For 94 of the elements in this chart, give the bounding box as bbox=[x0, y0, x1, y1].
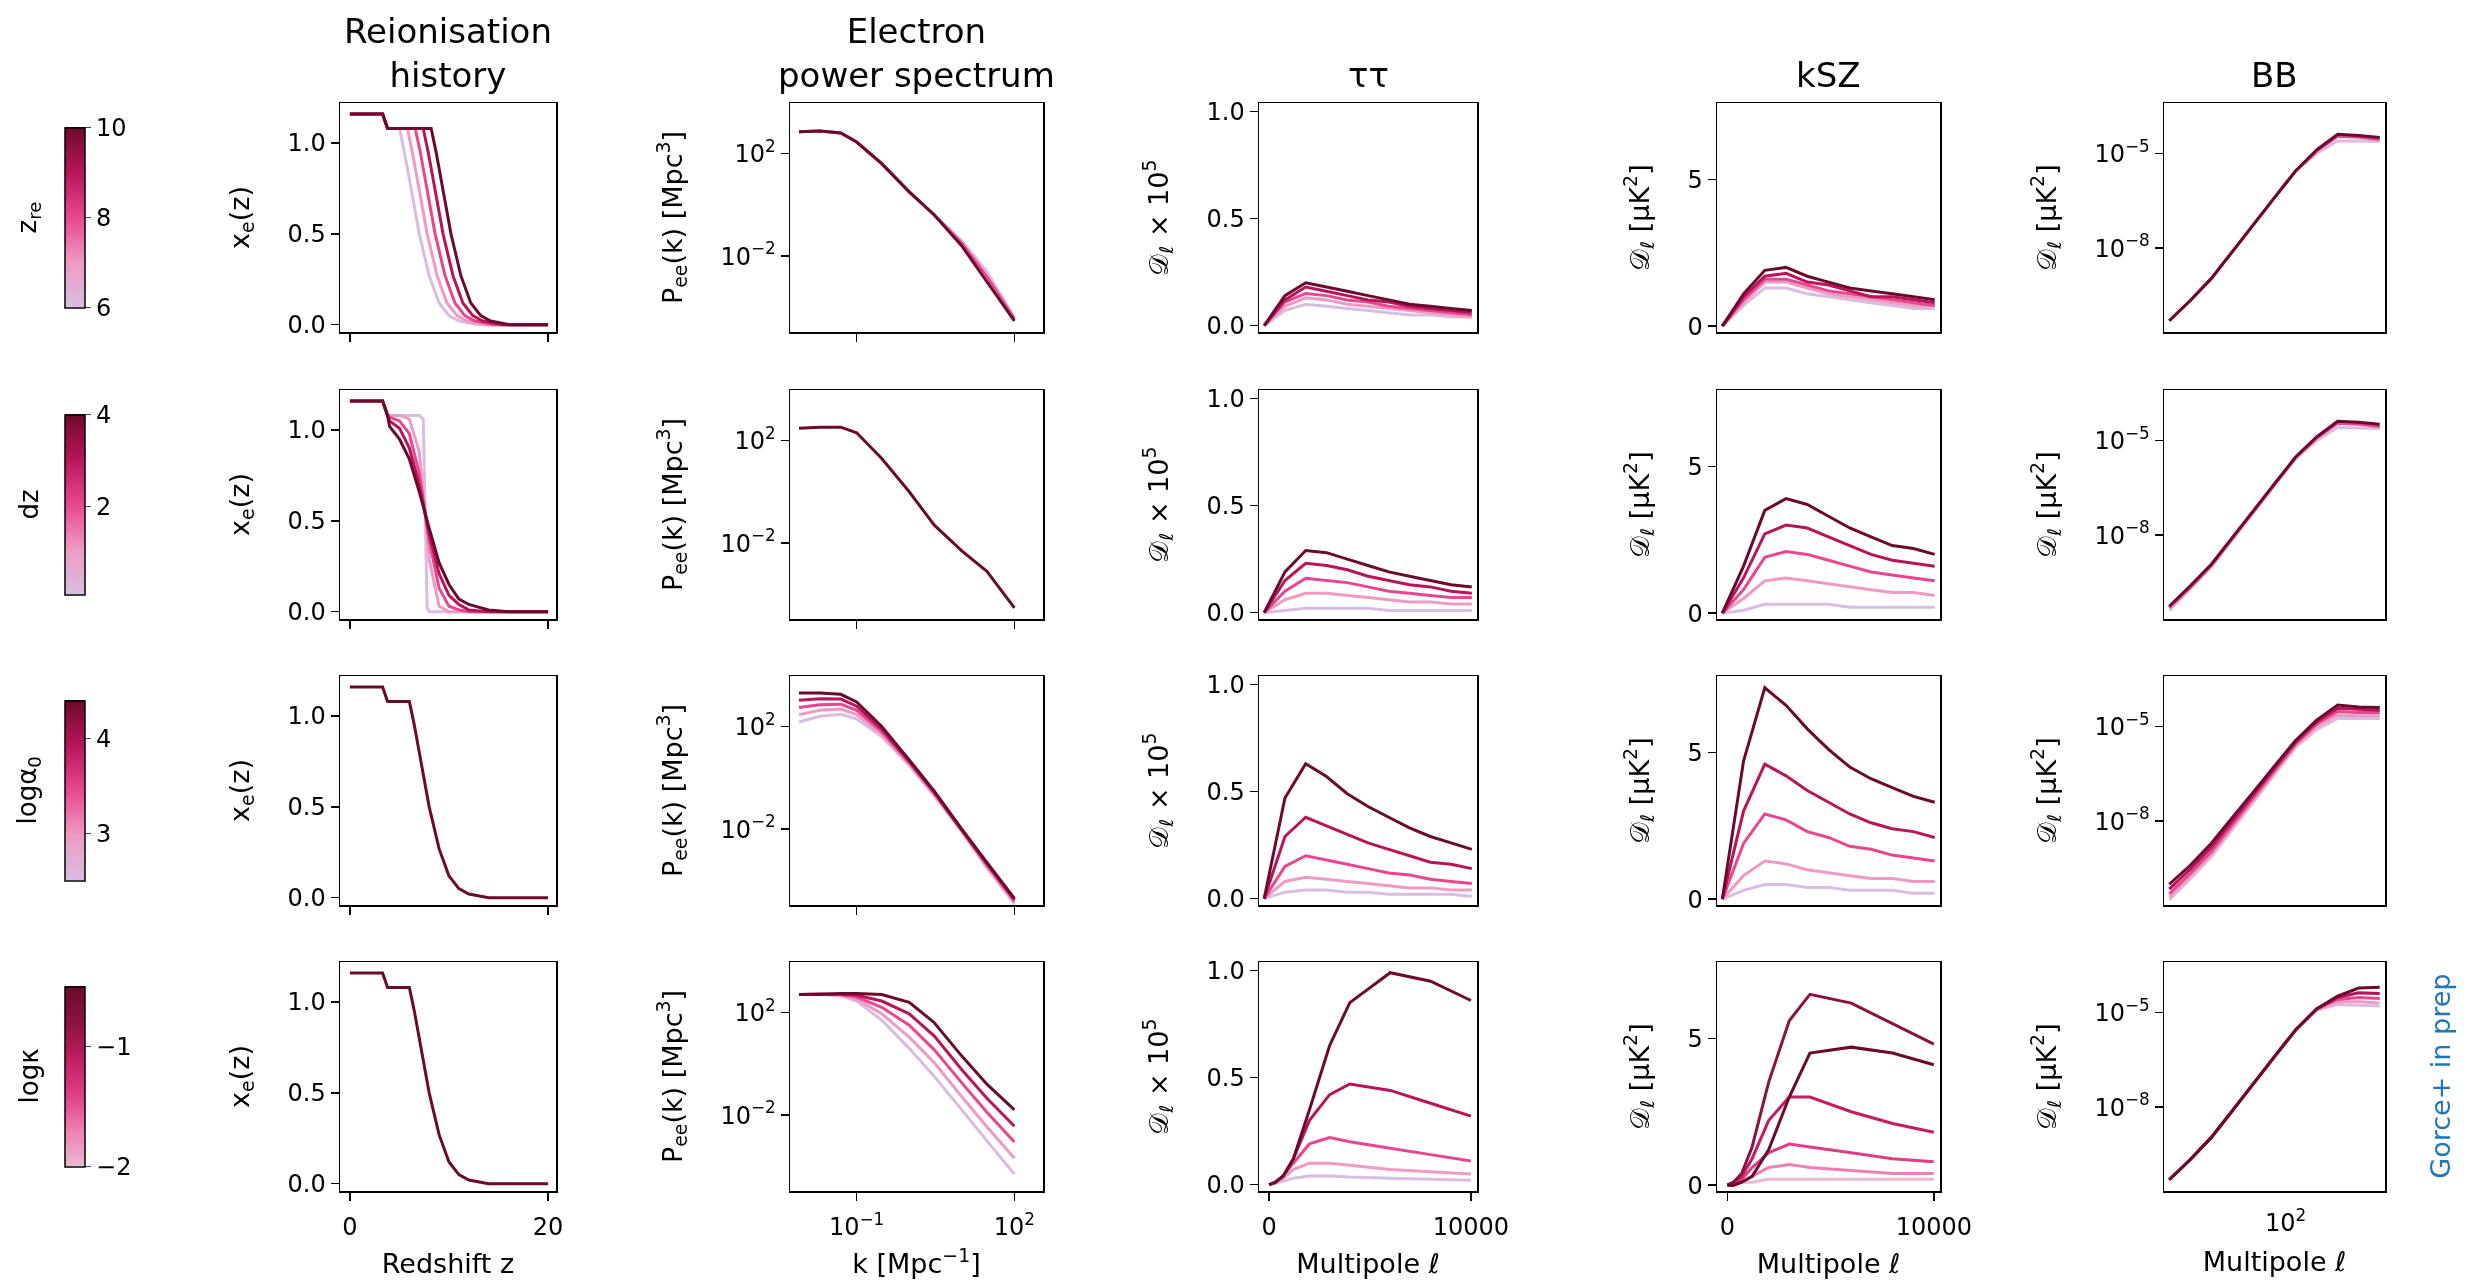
y-tick-label: 10$^{−8}$ bbox=[2094, 230, 2150, 263]
y-tick-label: 0.0 bbox=[287, 598, 326, 627]
y-tick-label: 5 bbox=[1687, 738, 1703, 767]
color-bar-label: −1 bbox=[96, 1032, 132, 1061]
y-tick-label: 10$^{2}$ bbox=[734, 708, 776, 741]
y-tick-label: 0.0 bbox=[287, 884, 326, 913]
y-tick-label: 10$^{−2}$ bbox=[720, 811, 776, 844]
chart-title: Reionisation history bbox=[344, 11, 552, 96]
y-tick-label: 10$^{2}$ bbox=[734, 994, 776, 1027]
chart-title: Electron power spectrum bbox=[778, 11, 1055, 96]
text: Gorce+ in prep bbox=[2424, 973, 2456, 1179]
line-series bbox=[348, 971, 550, 1186]
chart-title: kSZ bbox=[1796, 55, 1861, 95]
line-series bbox=[1720, 602, 1937, 615]
x-tick-label: 10000 bbox=[1895, 1213, 1972, 1242]
line-series bbox=[1262, 549, 1474, 615]
color-bar-label: 6 bbox=[96, 293, 112, 322]
line-series bbox=[1725, 992, 1936, 1187]
y-tick-label: 0.0 bbox=[287, 1170, 326, 1199]
y-tick-label: 10$^{−8}$ bbox=[2094, 517, 2150, 550]
x-axis-title: Multipole ℓ bbox=[1296, 1248, 1440, 1280]
line-series bbox=[1267, 971, 1473, 1187]
y-tick-label: 0 bbox=[1687, 885, 1703, 914]
y-tick-label: 10$^{−5}$ bbox=[2094, 135, 2150, 168]
y-tick-label: 0.0 bbox=[1206, 311, 1245, 340]
line-series bbox=[1720, 497, 1937, 615]
y-tick-label: 1.0 bbox=[1206, 97, 1245, 126]
y-tick-label: 10$^{−2}$ bbox=[720, 525, 776, 558]
x-tick-label: 0 bbox=[1261, 1213, 1277, 1242]
line-series bbox=[1720, 686, 1937, 901]
chart-title: ττ bbox=[1348, 55, 1389, 95]
line-series bbox=[1262, 591, 1474, 615]
x-tick-label: 20 bbox=[532, 1213, 564, 1242]
color-bar-label: 4 bbox=[96, 724, 112, 753]
y-tick-label: 5 bbox=[1687, 1024, 1703, 1053]
y-tick-label: 10$^{−5}$ bbox=[2094, 422, 2150, 455]
x-tick-label: 10000 bbox=[1432, 1213, 1510, 1242]
y-tick-label: 10$^{−5}$ bbox=[2094, 994, 2150, 1027]
y-tick-label: 0 bbox=[1687, 312, 1703, 341]
x-tick-label: 10$^{2}$ bbox=[993, 1209, 1036, 1242]
x-tick-label: 0 bbox=[1719, 1213, 1735, 1242]
y-tick-label: 0.5 bbox=[287, 507, 326, 536]
color-bar-title: logκ bbox=[13, 1048, 44, 1104]
y-tick-label: 1.0 bbox=[287, 416, 326, 445]
y-tick-label: 0.5 bbox=[287, 793, 326, 822]
y-tick-label: 0.0 bbox=[1206, 598, 1245, 627]
line-series bbox=[1725, 1045, 1936, 1187]
y-tick-label: 1.0 bbox=[287, 988, 326, 1017]
color-bar-title: dz bbox=[13, 489, 44, 520]
y-tick-label: 0.0 bbox=[287, 311, 326, 340]
x-axis-title: k [Mpc$^{−1}$] bbox=[852, 1244, 981, 1280]
x-tick-label: 10$^{−1}$ bbox=[829, 1209, 885, 1242]
line-series bbox=[348, 685, 550, 900]
chart-title: BB bbox=[2251, 55, 2298, 95]
y-tick-label: 10$^{−8}$ bbox=[2094, 1089, 2150, 1122]
y-tick-label: 1.0 bbox=[287, 129, 326, 158]
y-tick-label: 0.5 bbox=[287, 220, 326, 249]
line-series bbox=[1720, 882, 1937, 901]
y-tick-label: 0.5 bbox=[287, 1079, 326, 1108]
y-tick-label: 5 bbox=[1687, 452, 1703, 481]
y-tick-label: 10$^{2}$ bbox=[734, 422, 776, 455]
y-tick-label: 0.0 bbox=[1206, 884, 1245, 913]
line-series bbox=[348, 112, 550, 327]
y-tick-label: 1.0 bbox=[287, 702, 326, 731]
color-bar-label: 4 bbox=[96, 400, 112, 429]
y-tick-label: 1.0 bbox=[1206, 670, 1245, 699]
y-tick-label: 10$^{−8}$ bbox=[2094, 803, 2150, 836]
y-tick-label: 10$^{2}$ bbox=[734, 135, 776, 168]
y-tick-label: 0.0 bbox=[1206, 1170, 1245, 1199]
y-tick-label: 5 bbox=[1687, 165, 1703, 194]
y-tick-label: 10$^{−5}$ bbox=[2094, 708, 2150, 741]
color-bar-label: −2 bbox=[96, 1152, 132, 1181]
line-series bbox=[1720, 812, 1937, 901]
y-tick-label: 0.5 bbox=[1206, 777, 1245, 806]
color-bar-label: 3 bbox=[96, 819, 112, 848]
line-series bbox=[1262, 762, 1474, 901]
color-bar-label: 2 bbox=[96, 493, 112, 522]
x-axis-title: Multipole ℓ bbox=[1756, 1248, 1901, 1280]
y-tick-label: 10$^{−2}$ bbox=[720, 1097, 776, 1130]
y-tick-label: 10$^{−2}$ bbox=[720, 238, 776, 271]
x-axis-title: Redshift z bbox=[381, 1248, 515, 1280]
y-tick-label: 0 bbox=[1687, 599, 1703, 628]
y-tick-label: 0.5 bbox=[1206, 1063, 1245, 1092]
line-series bbox=[348, 399, 550, 614]
y-tick-label: 0.5 bbox=[1206, 491, 1245, 520]
color-bar-label: 10 bbox=[96, 113, 127, 142]
y-tick-label: 1.0 bbox=[1206, 956, 1245, 985]
line-series bbox=[1262, 888, 1474, 901]
x-tick-label: 0 bbox=[342, 1213, 358, 1242]
y-tick-label: 1.0 bbox=[1206, 384, 1245, 413]
color-bar-label: 8 bbox=[96, 203, 112, 232]
x-axis-title: Multipole ℓ bbox=[2202, 1246, 2347, 1278]
y-tick-label: 0.5 bbox=[1206, 204, 1245, 233]
y-tick-label: 0 bbox=[1687, 1171, 1703, 1200]
